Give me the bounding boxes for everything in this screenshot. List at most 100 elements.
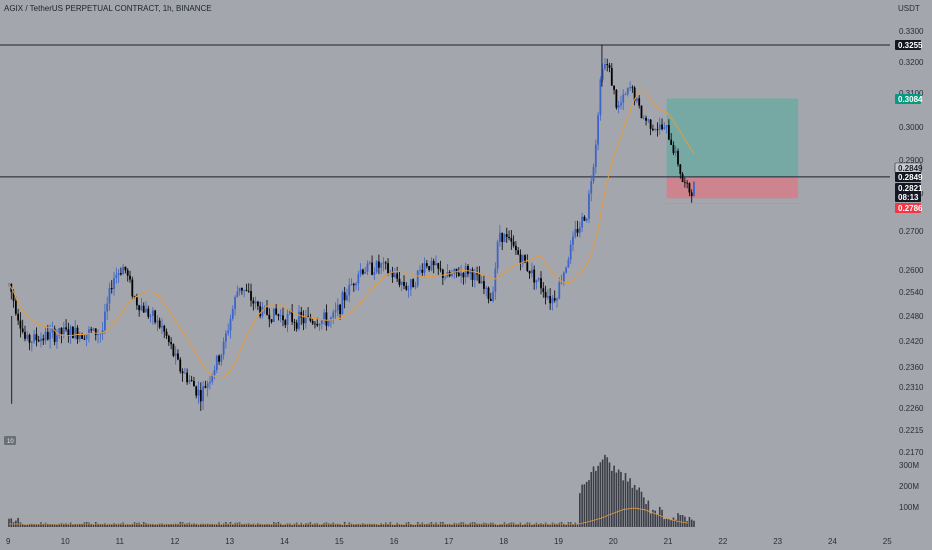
candle-body — [188, 380, 191, 383]
volume-bar — [202, 523, 204, 527]
volume-bar — [284, 524, 287, 527]
volume-bar — [483, 522, 485, 527]
volume-bar — [368, 523, 371, 527]
horizontal-lines — [0, 44, 890, 178]
volume-bar — [435, 522, 437, 527]
candle-body — [126, 270, 129, 276]
volume-bar — [690, 519, 693, 527]
x-tick-label: 10 — [61, 537, 70, 546]
volume-bar — [12, 522, 15, 527]
candle-body — [277, 314, 280, 316]
volume-bar — [204, 523, 207, 527]
volume-bar — [147, 523, 150, 527]
candle-body — [535, 279, 538, 283]
candle-body — [167, 335, 170, 343]
candle-body — [373, 272, 376, 275]
x-tick-label: 18 — [499, 537, 508, 546]
volume-bar — [355, 524, 357, 527]
volume-bar — [179, 522, 182, 527]
candle-body — [26, 334, 29, 339]
volume-tick-label: 100M — [899, 503, 919, 512]
candle-body — [359, 269, 362, 275]
stop-zone[interactable] — [666, 176, 799, 199]
volume-bar — [318, 524, 321, 527]
volume-bar — [108, 523, 111, 527]
volume-bar — [74, 523, 77, 527]
candle-body — [243, 289, 246, 291]
volume-bar — [476, 523, 478, 527]
candle-body — [670, 139, 673, 146]
volume-bar — [220, 524, 223, 527]
volume-bar — [608, 462, 611, 527]
candle-body — [473, 273, 476, 280]
price-tag-label: 0.2821 — [898, 184, 923, 193]
y-tick-label: 0.3300 — [899, 27, 924, 36]
x-tick-label: 21 — [664, 537, 673, 546]
candle-body — [28, 334, 31, 343]
volume-bar — [517, 524, 519, 527]
time-axis[interactable]: 9 10 11 12 13 14 15 16 17 18 19 20 21 22 23 24 25 — [6, 537, 892, 546]
candle-body — [12, 291, 15, 301]
volume-bar — [396, 522, 398, 527]
volume-bar — [72, 524, 74, 527]
volume-badge[interactable]: 10 — [4, 436, 16, 445]
price-tag-label: 0.3084 — [898, 95, 923, 104]
candle-body — [227, 330, 230, 334]
volume-bar — [24, 524, 26, 527]
candle-body — [298, 311, 300, 329]
volume-bar — [462, 522, 465, 527]
volume-bar — [380, 523, 382, 527]
candle-body — [398, 278, 401, 285]
volume-bar — [225, 522, 227, 527]
candle-body — [247, 290, 250, 292]
candle-body — [69, 326, 72, 337]
candle-body — [414, 285, 417, 288]
candle-body — [368, 262, 371, 264]
candle-body — [576, 229, 579, 233]
candle-body — [572, 236, 574, 245]
volume-bar — [115, 523, 118, 527]
volume-bar — [37, 524, 40, 527]
candle-body — [544, 291, 547, 298]
volume-bar — [565, 524, 567, 527]
volume-bar — [581, 484, 583, 527]
volume-bar — [305, 523, 307, 527]
candle-body — [165, 331, 168, 336]
volume-bar — [419, 523, 421, 527]
candle-body — [272, 308, 275, 322]
candle-body — [483, 281, 485, 289]
volume-bar — [316, 523, 319, 527]
volume-bar — [583, 484, 586, 527]
volume-bar — [480, 523, 483, 527]
candle-body — [530, 269, 533, 274]
candle-body — [231, 308, 234, 319]
volume-bar — [464, 523, 467, 527]
candle-body — [67, 329, 70, 337]
candle-body — [412, 279, 415, 288]
candle-body — [633, 87, 636, 101]
candle-body — [30, 341, 33, 343]
candle-body — [519, 254, 522, 264]
candle-body — [674, 150, 677, 154]
volume-bar — [423, 523, 426, 527]
candle-body — [690, 192, 693, 197]
volume-bar — [638, 487, 640, 527]
candle-body — [220, 354, 223, 362]
volume-bar — [174, 523, 177, 527]
volume-bar — [375, 524, 378, 527]
volume-bar — [325, 522, 328, 527]
x-tick-label: 19 — [554, 537, 563, 546]
volume-bar — [394, 524, 396, 527]
volume-bar — [110, 524, 113, 527]
candle-body — [218, 355, 220, 362]
candle-body — [409, 279, 412, 290]
volume-bar — [53, 524, 56, 527]
volume-bar — [293, 523, 296, 527]
volume-bar — [222, 523, 225, 527]
candles — [8, 44, 695, 411]
candle-body — [469, 269, 472, 274]
target-zone[interactable] — [666, 98, 799, 177]
volume-bar — [254, 524, 257, 527]
